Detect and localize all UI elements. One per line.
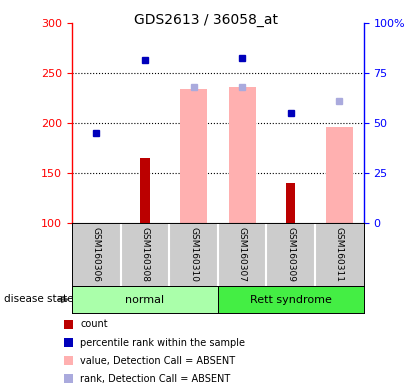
Bar (140, 158, 150, 223)
Bar (229, 87, 256, 223)
Text: GSM160306: GSM160306 (92, 227, 101, 282)
Text: normal: normal (125, 295, 164, 305)
Bar (72, 286, 218, 313)
Bar (286, 183, 296, 223)
Text: GDS2613 / 36058_at: GDS2613 / 36058_at (134, 13, 277, 27)
Text: GSM160308: GSM160308 (141, 227, 149, 282)
Bar (180, 89, 207, 223)
Text: percentile rank within the sample: percentile rank within the sample (80, 338, 245, 348)
Text: disease state: disease state (4, 294, 74, 304)
Text: GSM160310: GSM160310 (189, 227, 198, 282)
Text: value, Detection Call = ABSENT: value, Detection Call = ABSENT (80, 356, 235, 366)
Bar (326, 127, 353, 223)
Text: Rett syndrome: Rett syndrome (250, 295, 332, 305)
Bar (218, 286, 364, 313)
Text: count: count (80, 319, 108, 329)
Text: GSM160309: GSM160309 (286, 227, 295, 282)
Text: GSM160307: GSM160307 (238, 227, 247, 282)
Text: GSM160311: GSM160311 (335, 227, 344, 282)
Text: rank, Detection Call = ABSENT: rank, Detection Call = ABSENT (80, 374, 231, 384)
